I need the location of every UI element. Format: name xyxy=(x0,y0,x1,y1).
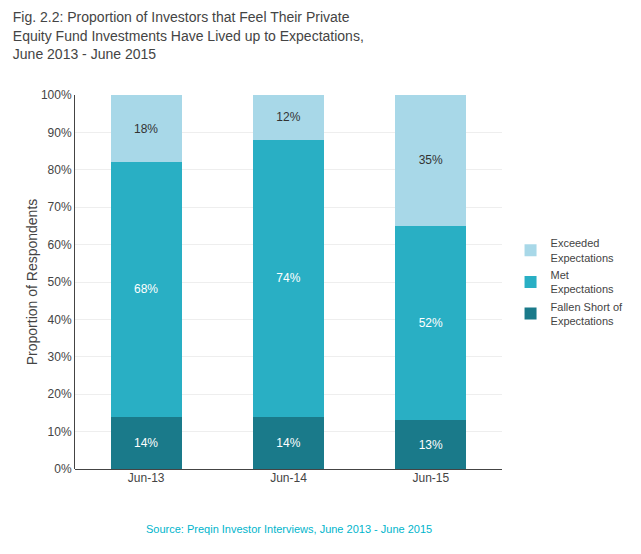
svg-text:50%: 50% xyxy=(48,275,72,289)
svg-text:13%: 13% xyxy=(419,438,443,452)
svg-text:12%: 12% xyxy=(276,110,300,124)
svg-text:80%: 80% xyxy=(48,163,72,177)
svg-text:20%: 20% xyxy=(48,387,72,401)
svg-text:Source: Preqin Investor Interv: Source: Preqin Investor Interviews, June… xyxy=(146,523,432,535)
svg-text:40%: 40% xyxy=(48,313,72,327)
svg-text:10%: 10% xyxy=(48,425,72,439)
svg-text:Fallen Short ofExpectations: Fallen Short ofExpectations xyxy=(551,301,623,327)
svg-text:MetExpectations: MetExpectations xyxy=(551,269,614,295)
svg-text:0%: 0% xyxy=(54,462,72,476)
svg-text:Jun-14: Jun-14 xyxy=(270,471,307,485)
svg-text:Fig. 2.2: Proportion of Invest: Fig. 2.2: Proportion of Investors that F… xyxy=(13,9,364,61)
svg-text:52%: 52% xyxy=(419,316,443,330)
svg-text:Jun-13: Jun-13 xyxy=(128,471,165,485)
svg-text:14%: 14% xyxy=(134,436,158,450)
svg-text:70%: 70% xyxy=(48,200,72,214)
svg-text:74%: 74% xyxy=(276,271,300,285)
svg-text:100%: 100% xyxy=(41,88,72,102)
svg-text:Jun-15: Jun-15 xyxy=(412,471,449,485)
svg-text:60%: 60% xyxy=(48,238,72,252)
svg-text:90%: 90% xyxy=(48,126,72,140)
svg-text:35%: 35% xyxy=(419,153,443,167)
svg-text:14%: 14% xyxy=(276,436,300,450)
svg-text:ExceededExpectations: ExceededExpectations xyxy=(551,237,614,263)
svg-text:18%: 18% xyxy=(134,122,158,136)
svg-text:30%: 30% xyxy=(48,350,72,364)
svg-text:Proportion of Respondents: Proportion of Respondents xyxy=(24,199,40,366)
svg-text:68%: 68% xyxy=(134,282,158,296)
